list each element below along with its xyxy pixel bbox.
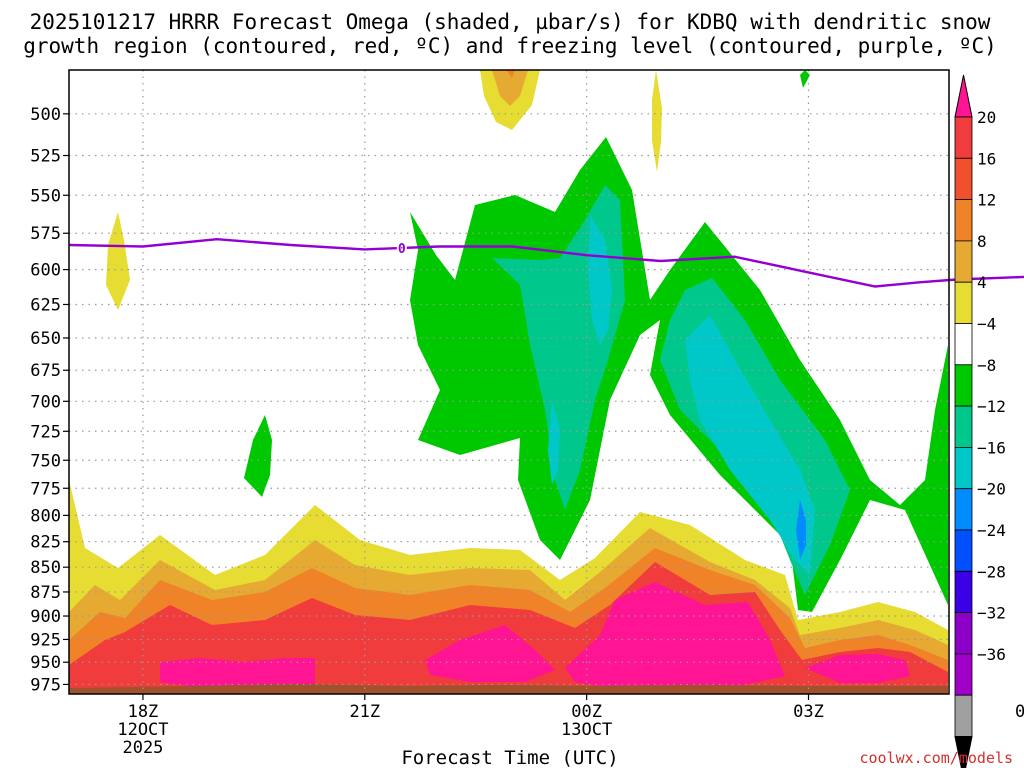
colorbar: 20 16 12 8 4 −4 −8 −12 −16 −20 −24 −28 −32 −36 xyxy=(954,74,1006,768)
colorbar-segment xyxy=(954,653,973,696)
colorbar-label: 4 xyxy=(977,273,987,292)
x-tick-label: 13OCT xyxy=(561,720,612,740)
omega-region-neg-12-16-a xyxy=(588,215,612,345)
x-tick-label: 18Z xyxy=(128,702,159,722)
colorbar-segment xyxy=(954,364,973,407)
colorbar-segment xyxy=(954,488,973,531)
y-tick-label: 575 xyxy=(30,224,61,244)
colorbar-label: 8 xyxy=(977,232,987,251)
x-tick-label: 03Z xyxy=(793,702,824,722)
credit-text: coolwx.com/models xyxy=(859,749,1013,767)
x-axis-time-ticks: 18Z12OCT202521Z00Z13OCT03Z06Z09Z xyxy=(117,694,1024,758)
y-tick-label: 975 xyxy=(30,675,61,695)
omega-upper-blob-1-core xyxy=(492,70,528,106)
colorbar-bottom-arrow xyxy=(954,736,973,768)
colorbar-label: −4 xyxy=(977,315,996,334)
omega-region-gt20-c xyxy=(565,582,785,690)
chart-title-line-1: 2025101217 HRRR Forecast Omega (shaded, … xyxy=(30,10,991,34)
x-axis-label: Forecast Time (UTC) xyxy=(401,747,618,768)
colorbar-label: −12 xyxy=(977,397,1006,416)
omega-region-neg-12-16-c xyxy=(685,315,815,575)
omega-upper-blob-2 xyxy=(652,70,662,172)
y-tick-label: 825 xyxy=(30,533,61,553)
colorbar-segment xyxy=(954,240,973,283)
y-tick-label: 925 xyxy=(30,630,61,650)
y-tick-label: 650 xyxy=(30,329,61,349)
colorbar-segment xyxy=(954,323,973,366)
below-ground-shading xyxy=(69,684,948,694)
omega-region-gt20-a xyxy=(160,658,315,690)
freezing-level-contour: 0 xyxy=(68,237,1024,288)
y-tick-label: 525 xyxy=(30,147,61,167)
colorbar-segment xyxy=(954,405,973,448)
y-tick-label: 725 xyxy=(30,422,61,442)
y-tick-label: 750 xyxy=(30,451,61,471)
colorbar-label: −20 xyxy=(977,480,1006,499)
y-tick-label: 675 xyxy=(30,361,61,381)
colorbar-label: −24 xyxy=(977,521,1006,540)
omega-shading xyxy=(69,70,948,694)
colorbar-label: −32 xyxy=(977,604,1006,623)
omega-neg-blob-21z xyxy=(244,415,272,497)
colorbar-label: 12 xyxy=(977,191,996,210)
y-tick-label: 625 xyxy=(30,295,61,315)
colorbar-label: −16 xyxy=(977,438,1006,457)
y-tick-label: 850 xyxy=(30,558,61,578)
x-tick-label: 21Z xyxy=(349,702,380,722)
y-tick-label: 775 xyxy=(30,479,61,499)
y-tick-label: 950 xyxy=(30,653,61,673)
y-axis-pressure-ticks: 500 525 550 575 600 625 650 675 700 725 750 775 800 8… xyxy=(30,105,69,695)
omega-upper-blob-1-max xyxy=(506,70,515,78)
y-tick-label: 500 xyxy=(30,105,61,125)
plot-frame xyxy=(68,69,950,695)
colorbar-segment xyxy=(954,116,973,159)
colorbar-segment xyxy=(954,612,973,655)
y-tick-label: 700 xyxy=(30,392,61,412)
x-tick-label: 2025 xyxy=(122,738,163,758)
colorbar-label: −28 xyxy=(977,562,1006,581)
y-tick-label: 550 xyxy=(30,186,61,206)
colorbar-label: −36 xyxy=(977,645,1006,664)
colorbar-segment xyxy=(954,694,973,737)
colorbar-segment xyxy=(954,157,973,201)
y-tick-label: 875 xyxy=(30,583,61,603)
omega-region-gt20-d xyxy=(805,654,910,683)
colorbar-label: 16 xyxy=(977,149,996,168)
omega-upper-blob-3 xyxy=(106,212,130,310)
y-tick-label: 600 xyxy=(30,261,61,281)
freezing-level-line xyxy=(68,237,1024,288)
x-tick-label: 12OCT xyxy=(117,720,168,740)
colorbar-segment xyxy=(954,529,973,572)
colorbar-top-arrow xyxy=(954,74,973,118)
grid-lines xyxy=(69,70,949,694)
colorbar-segment xyxy=(954,199,973,242)
colorbar-segment xyxy=(954,446,973,490)
x-tick-label: 06Z xyxy=(1015,702,1024,722)
y-tick-label: 800 xyxy=(30,506,61,526)
colorbar-segment xyxy=(954,281,973,324)
freezing-level-label-bg xyxy=(396,239,407,255)
omega-region-gt20-b xyxy=(425,625,555,682)
colorbar-label: 20 xyxy=(977,108,996,127)
omega-region-neg-12-16-b xyxy=(548,400,560,485)
x-tick-label: 00Z xyxy=(571,702,602,722)
omega-neg-blob-top xyxy=(800,70,810,88)
y-tick-label: 900 xyxy=(30,607,61,627)
colorbar-segment xyxy=(954,570,973,613)
chart-title-line-2: growth region (contoured, red, ºC) and f… xyxy=(23,34,997,58)
freezing-level-label: 0 xyxy=(398,242,406,257)
colorbar-label: −8 xyxy=(977,356,996,375)
